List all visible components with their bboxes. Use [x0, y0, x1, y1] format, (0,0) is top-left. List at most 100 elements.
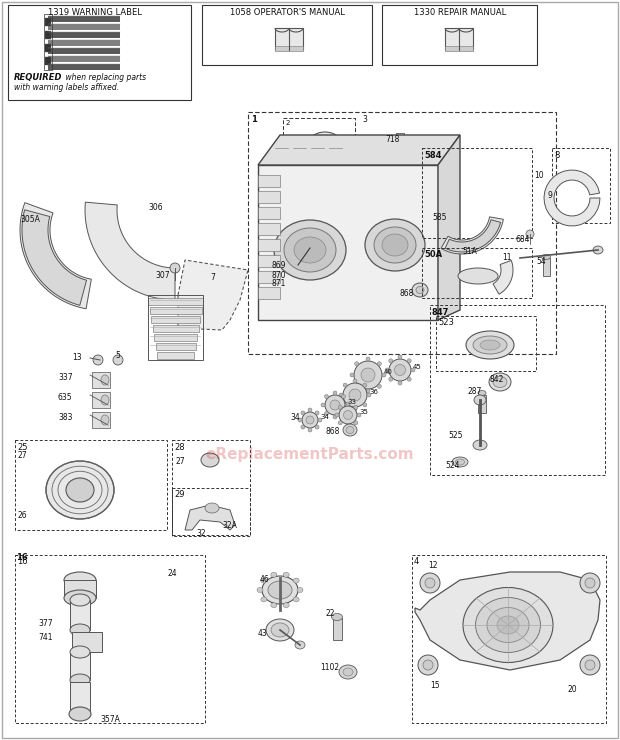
Bar — [92, 392, 110, 408]
Bar — [151, 316, 200, 323]
Bar — [258, 175, 280, 187]
Text: 34: 34 — [290, 414, 299, 423]
Ellipse shape — [361, 368, 375, 382]
Ellipse shape — [339, 393, 343, 397]
Bar — [258, 191, 280, 203]
Ellipse shape — [365, 219, 425, 271]
Ellipse shape — [262, 576, 298, 604]
Text: 305A: 305A — [20, 215, 40, 224]
Ellipse shape — [389, 377, 393, 381]
Bar — [172, 440, 250, 535]
Ellipse shape — [343, 668, 353, 676]
Ellipse shape — [354, 421, 358, 425]
Text: 50A: 50A — [424, 250, 442, 259]
Text: eReplacementParts.com: eReplacementParts.com — [206, 448, 414, 462]
Ellipse shape — [308, 428, 312, 432]
Text: 1: 1 — [251, 115, 257, 124]
Bar — [412, 555, 606, 723]
Ellipse shape — [382, 373, 386, 377]
Ellipse shape — [366, 389, 370, 393]
Bar — [8, 5, 191, 100]
Polygon shape — [544, 170, 600, 226]
Ellipse shape — [64, 590, 96, 606]
Ellipse shape — [452, 457, 468, 467]
Circle shape — [425, 578, 435, 588]
FancyBboxPatch shape — [445, 28, 473, 50]
Ellipse shape — [257, 588, 263, 593]
Ellipse shape — [353, 407, 357, 411]
Bar — [70, 682, 90, 714]
Text: 27: 27 — [17, 451, 27, 460]
Circle shape — [418, 655, 438, 675]
Ellipse shape — [354, 361, 382, 389]
Bar — [430, 305, 605, 475]
Text: 842: 842 — [490, 375, 505, 385]
Polygon shape — [185, 505, 235, 530]
Bar — [258, 287, 280, 299]
Text: 523: 523 — [438, 318, 454, 327]
Ellipse shape — [306, 132, 344, 164]
Bar — [172, 488, 250, 536]
Ellipse shape — [205, 503, 219, 513]
Ellipse shape — [324, 411, 329, 415]
Ellipse shape — [343, 411, 353, 420]
Text: 870: 870 — [272, 271, 286, 280]
Text: 635: 635 — [58, 394, 73, 403]
Ellipse shape — [343, 403, 347, 407]
Ellipse shape — [321, 403, 325, 407]
Text: when replacing parts: when replacing parts — [63, 73, 146, 82]
Polygon shape — [493, 260, 513, 295]
Ellipse shape — [411, 368, 415, 372]
Text: 20: 20 — [568, 685, 578, 695]
Ellipse shape — [378, 362, 381, 366]
Ellipse shape — [301, 425, 305, 429]
Text: 1058 OPERATOR'S MANUAL: 1058 OPERATOR'S MANUAL — [229, 8, 345, 17]
Ellipse shape — [69, 707, 91, 721]
Bar — [92, 372, 110, 388]
Bar — [154, 334, 197, 341]
Ellipse shape — [463, 588, 553, 662]
Bar — [422, 148, 532, 238]
Ellipse shape — [332, 613, 342, 621]
Text: 12: 12 — [428, 560, 438, 570]
Text: 43: 43 — [258, 628, 268, 637]
Text: 29: 29 — [174, 490, 185, 499]
Ellipse shape — [473, 336, 507, 354]
Ellipse shape — [412, 283, 428, 297]
Text: 1319 WARNING LABEL: 1319 WARNING LABEL — [48, 8, 142, 17]
Text: 35: 35 — [359, 409, 368, 415]
Text: 585: 585 — [432, 214, 446, 223]
Ellipse shape — [382, 234, 408, 256]
Bar — [72, 632, 102, 652]
Ellipse shape — [389, 359, 411, 381]
Ellipse shape — [101, 395, 109, 405]
Ellipse shape — [306, 416, 314, 424]
Bar — [258, 223, 280, 235]
Ellipse shape — [201, 453, 219, 467]
Bar — [70, 600, 90, 630]
Ellipse shape — [333, 391, 337, 395]
Ellipse shape — [378, 384, 381, 388]
Ellipse shape — [315, 411, 319, 415]
Text: 28: 28 — [174, 443, 185, 452]
Ellipse shape — [70, 646, 90, 658]
Text: 15: 15 — [430, 681, 440, 690]
Ellipse shape — [416, 286, 424, 294]
Ellipse shape — [346, 426, 354, 434]
Text: 22: 22 — [325, 610, 335, 619]
Circle shape — [170, 263, 180, 273]
Ellipse shape — [293, 597, 299, 602]
Ellipse shape — [342, 394, 345, 399]
Ellipse shape — [284, 228, 336, 272]
Ellipse shape — [302, 412, 318, 428]
Ellipse shape — [346, 424, 350, 428]
Bar — [45, 31, 51, 39]
Bar — [45, 18, 51, 26]
Polygon shape — [445, 220, 500, 252]
Ellipse shape — [346, 402, 350, 406]
Text: 46: 46 — [260, 576, 270, 585]
Polygon shape — [415, 572, 600, 670]
Bar — [157, 352, 194, 359]
Bar — [396, 133, 404, 147]
Ellipse shape — [318, 418, 322, 422]
